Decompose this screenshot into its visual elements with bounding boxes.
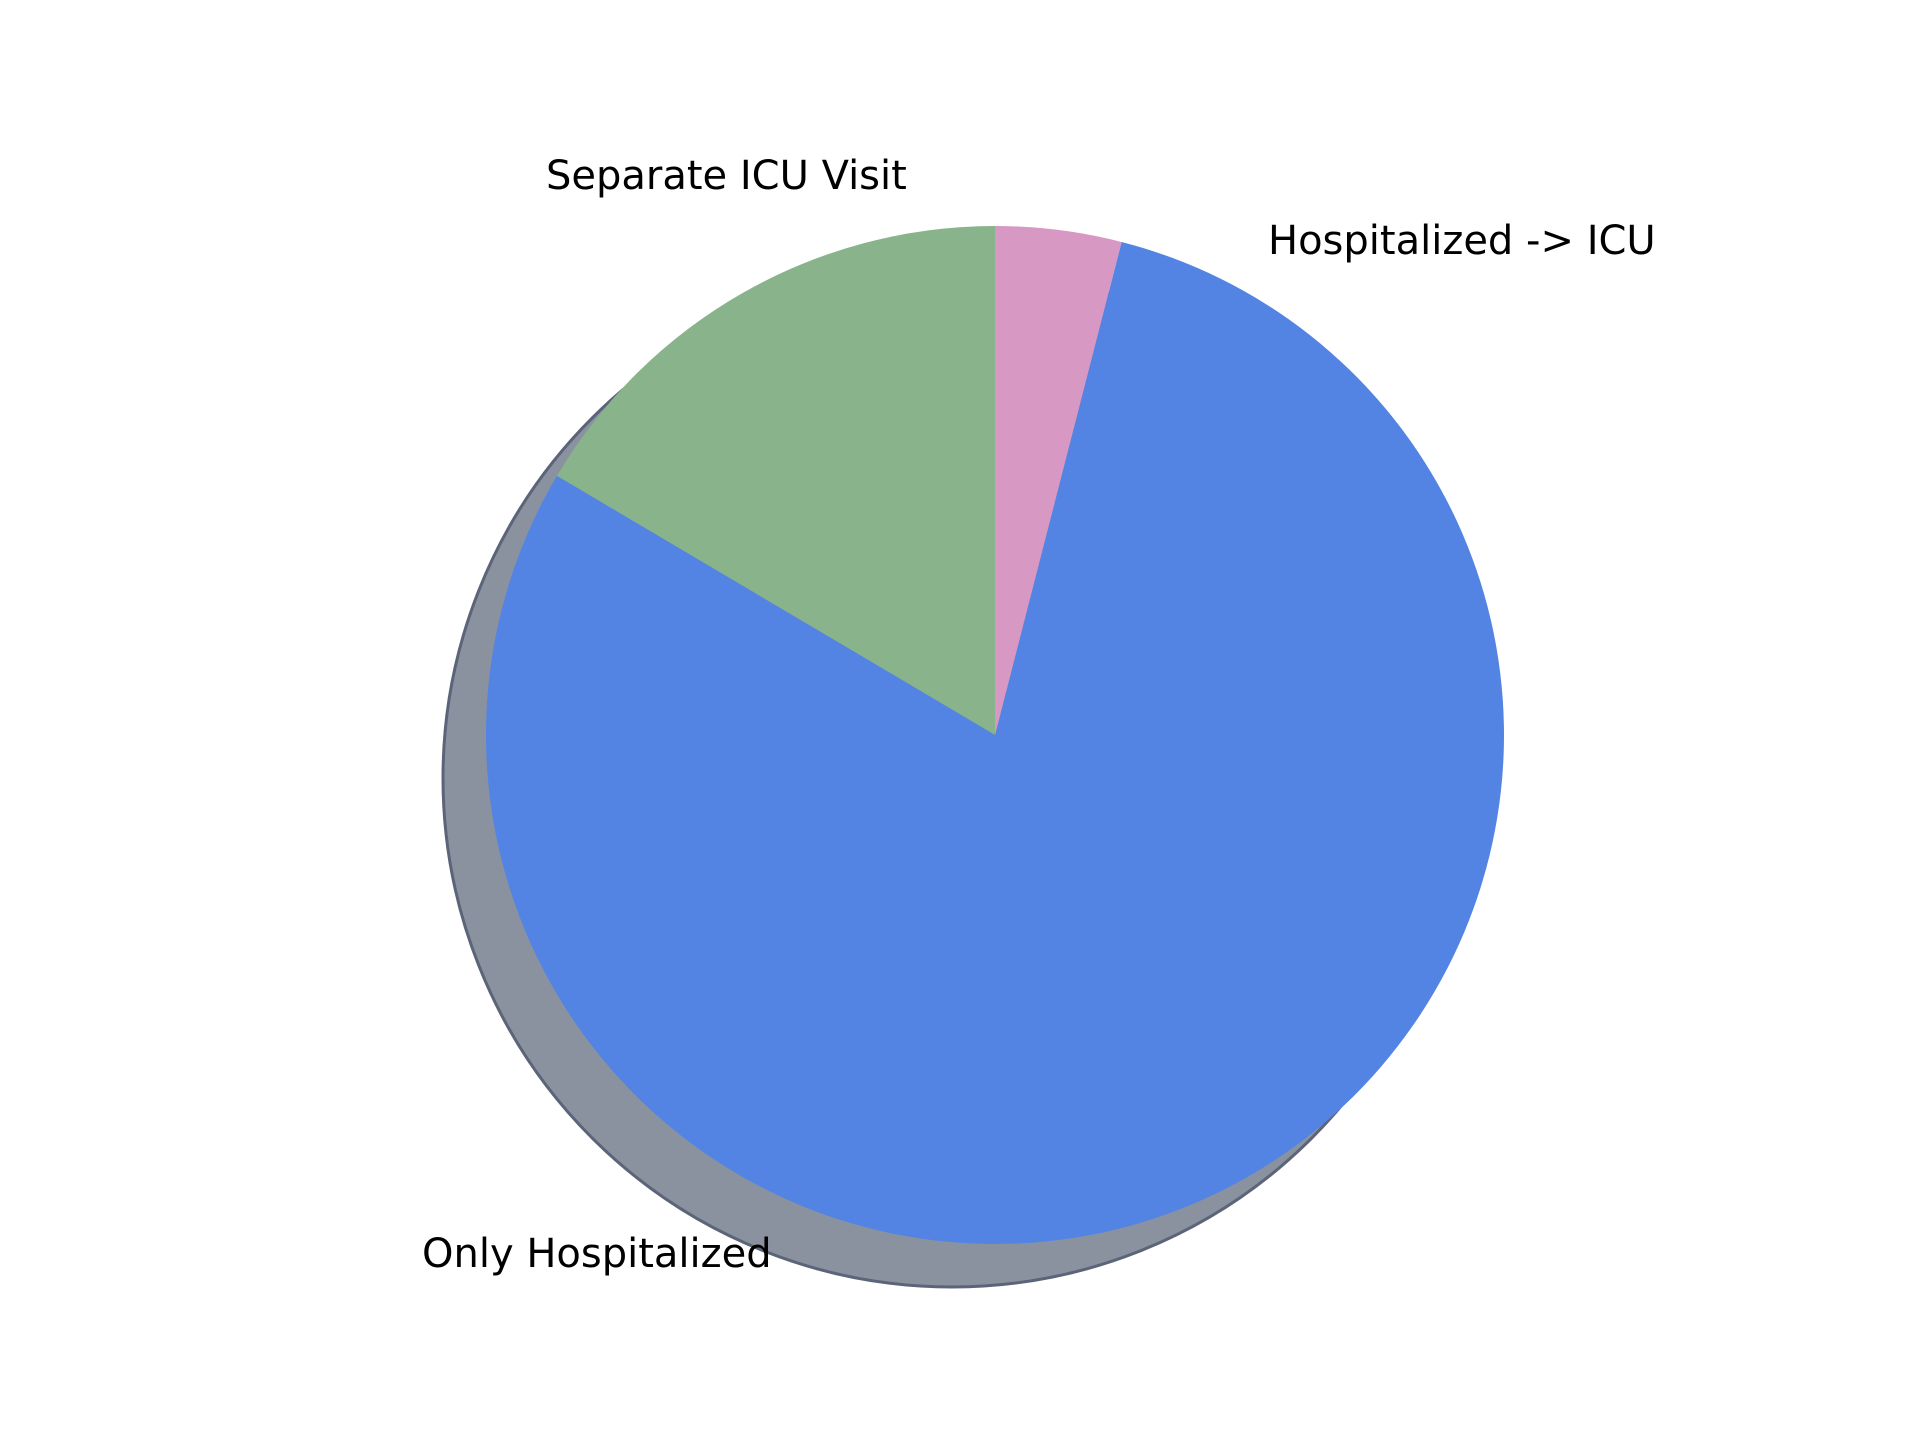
pie-slice-hospitalized-icu xyxy=(556,226,995,735)
pie-slice-only-hospitalized xyxy=(486,241,1505,1244)
pie-slices xyxy=(486,226,1505,1244)
slice-label-only-hospitalized: Only Hospitalized xyxy=(422,1231,772,1277)
pie-slice-separate-icu-visit xyxy=(995,226,1122,735)
pie-labels: Hospitalized -> ICU Only Hospitalized Se… xyxy=(422,153,1656,1277)
slice-label-hospitalized-icu: Hospitalized -> ICU xyxy=(1268,218,1656,264)
slice-label-separate-icu-visit: Separate ICU Visit xyxy=(546,153,907,199)
